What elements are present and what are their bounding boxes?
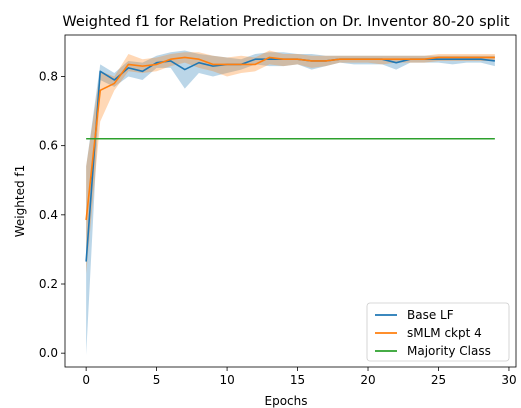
legend: Base LF sMLM ckpt 4 Majority Class [366, 302, 510, 362]
y-tick-label: 0.2 [39, 277, 58, 291]
x-tick-label: 0 [82, 373, 90, 387]
x-axis: 0 5 10 15 20 25 30 [82, 367, 517, 387]
y-tick-label: 0.6 [39, 139, 58, 153]
chart-title: Weighted f1 for Relation Prediction on D… [62, 14, 510, 30]
series-line-0 [85, 58, 495, 262]
x-tick-label: 15 [290, 373, 305, 387]
y-tick-label: 0.4 [39, 208, 58, 222]
x-tick-label: 5 [153, 373, 161, 387]
legend-label-1: sMLM ckpt 4 [407, 326, 482, 340]
legend-label-2: Majority Class [407, 344, 491, 358]
y-tick-label: 0.8 [39, 70, 58, 84]
x-tick-label: 30 [501, 373, 516, 387]
legend-box [366, 302, 510, 362]
series-line-1 [85, 56, 495, 221]
y-axis: 0.0 0.2 0.4 0.6 0.8 [39, 70, 65, 360]
y-tick-label: 0.0 [39, 346, 58, 360]
x-tick-label: 20 [360, 373, 375, 387]
y-axis-label: Weighted f1 [13, 165, 27, 237]
x-axis-label: Epochs [265, 394, 308, 408]
x-tick-label: 25 [431, 373, 446, 387]
legend-label-0: Base LF [407, 308, 454, 322]
series-band-1 [86, 50, 495, 274]
plot-frame [64, 34, 517, 368]
x-tick-label: 10 [219, 373, 234, 387]
